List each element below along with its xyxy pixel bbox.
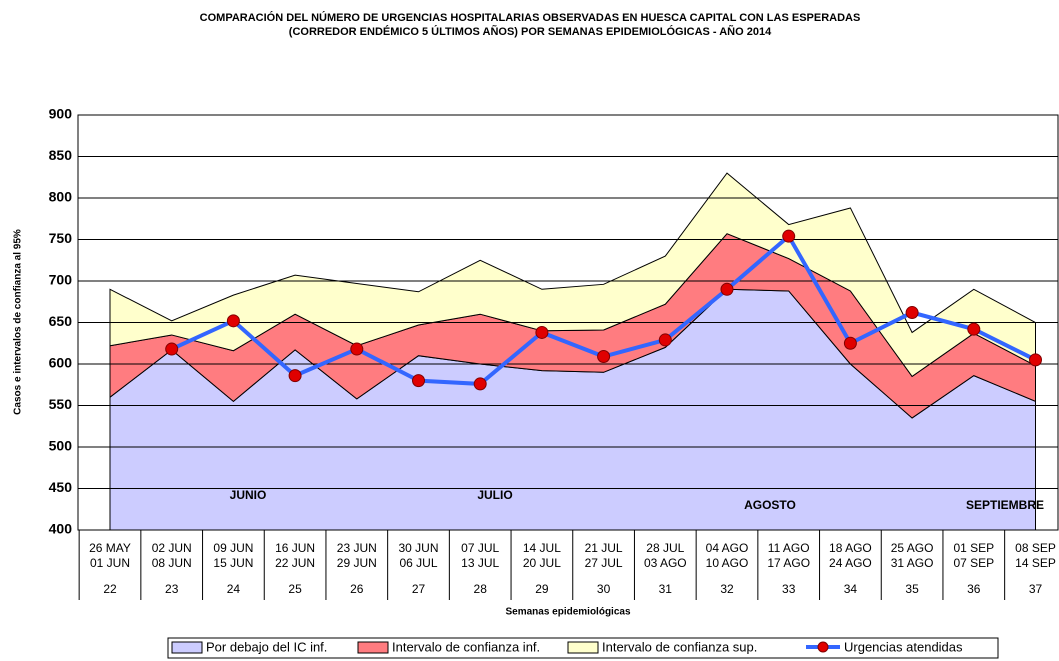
legend-label: Intervalo de confianza sup. <box>602 639 757 654</box>
marker <box>535 325 549 339</box>
x-tick-label: 35 <box>905 582 919 596</box>
x-tick-label: 20 JUL <box>523 556 561 570</box>
x-tick-label: 14 SEP <box>1015 556 1056 570</box>
x-tick-label: 06 JUL <box>399 556 437 570</box>
marker <box>288 369 302 383</box>
x-tick-label: 02 JUN <box>152 541 192 555</box>
x-tick-label: 22 <box>103 582 117 596</box>
y-tick-label: 600 <box>49 355 73 371</box>
x-axis-label: Semanas epidemiológicas <box>505 607 630 618</box>
month-annotation: SEPTIEMBRE <box>966 498 1044 512</box>
marker <box>350 342 364 356</box>
marker <box>473 377 487 391</box>
marker <box>226 314 240 328</box>
chart-subtitle: (CORREDOR ENDÉMICO 5 ÚLTIMOS AÑOS) POR S… <box>289 25 772 38</box>
x-tick-label: 14 JUL <box>523 541 561 555</box>
y-axis-label: Casos e intervalos de confianza al 95% <box>13 229 24 415</box>
x-tick-label: 27 <box>412 582 426 596</box>
x-tick-label: 01 JUN <box>90 556 130 570</box>
marker <box>658 333 672 347</box>
legend-label: Por debajo del IC inf. <box>206 639 327 654</box>
x-tick-label: 16 JUN <box>275 541 315 555</box>
x-tick-label: 15 JUN <box>213 556 253 570</box>
x-tick-label: 32 <box>720 582 734 596</box>
x-tick-label: 36 <box>967 582 981 596</box>
marker <box>1029 353 1042 367</box>
x-tick-label: 07 SEP <box>953 556 994 570</box>
x-tick-label: 25 <box>288 582 302 596</box>
x-tick-label: 04 AGO <box>706 541 749 555</box>
x-tick-label: 23 <box>165 582 179 596</box>
x-tick-label: 21 JUL <box>585 541 623 555</box>
x-tick-label: 37 <box>1029 582 1043 596</box>
y-tick-label: 900 <box>49 106 73 122</box>
plot-border <box>77 114 1059 531</box>
x-tick-label: 17 AGO <box>767 556 810 570</box>
x-tick-label: 13 JUL <box>461 556 499 570</box>
x-tick-label: 31 AGO <box>891 556 934 570</box>
x-tick-label: 24 <box>227 582 241 596</box>
x-tick-label: 08 JUN <box>152 556 192 570</box>
marker <box>165 342 179 356</box>
x-tick-label: 07 JUL <box>461 541 499 555</box>
legend-swatch <box>171 641 203 654</box>
legend-swatch <box>357 641 389 654</box>
marker <box>720 282 734 296</box>
x-tick-label: 10 AGO <box>706 556 749 570</box>
legend-swatch <box>567 641 599 654</box>
x-tick-label: 03 AGO <box>644 556 687 570</box>
marker <box>905 306 919 320</box>
y-tick-label: 800 <box>49 189 73 205</box>
x-tick-label: 01 SEP <box>953 541 994 555</box>
y-tick-label: 700 <box>49 272 73 288</box>
x-tick-label: 18 AGO <box>829 541 872 555</box>
x-tick-label: 09 JUN <box>213 541 253 555</box>
x-tick-label: 29 JUN <box>337 556 377 570</box>
marker <box>597 350 611 364</box>
x-tick-label: 22 JUN <box>275 556 315 570</box>
x-tick-label: 33 <box>782 582 796 596</box>
x-tick-label: 08 SEP <box>1015 541 1056 555</box>
x-tick-label: 25 AGO <box>891 541 934 555</box>
x-tick-label: 29 <box>535 582 549 596</box>
x-tick-label: 34 <box>844 582 858 596</box>
x-tick-label: 26 <box>350 582 364 596</box>
x-tick-label: 11 AGO <box>768 541 810 555</box>
x-tick-label: 26 MAY <box>89 541 131 555</box>
marker <box>843 336 857 350</box>
x-tick-label: 27 JUL <box>585 556 623 570</box>
y-tick-label: 550 <box>49 396 73 412</box>
y-tick-label: 400 <box>49 521 73 537</box>
month-annotation: JULIO <box>477 488 512 502</box>
legend-label: Urgencias atendidas <box>844 639 963 654</box>
x-tick-label: 23 JUN <box>337 541 377 555</box>
x-tick-label: 31 <box>659 582 673 596</box>
y-tick-label: 650 <box>49 313 73 329</box>
x-tick-label: 28 <box>474 582 488 596</box>
y-tick-label: 450 <box>49 479 73 495</box>
marker <box>782 229 796 243</box>
month-annotation: AGOSTO <box>744 498 796 512</box>
x-tick-label: 24 AGO <box>829 556 872 570</box>
legend-label: Intervalo de confianza inf. <box>392 639 540 654</box>
x-tick-label: 30 <box>597 582 611 596</box>
x-tick-label: 30 JUN <box>398 541 438 555</box>
marker <box>967 322 981 336</box>
y-tick-label: 500 <box>49 438 73 454</box>
chart-title: COMPARACIÓN DEL NÚMERO DE URGENCIAS HOSP… <box>200 11 861 24</box>
x-tick-label: 28 JUL <box>646 541 684 555</box>
y-tick-label: 750 <box>49 230 73 246</box>
legend-swatch <box>817 641 829 653</box>
marker <box>412 374 425 388</box>
y-tick-label: 850 <box>49 147 73 163</box>
month-annotation: JUNIO <box>230 488 267 502</box>
